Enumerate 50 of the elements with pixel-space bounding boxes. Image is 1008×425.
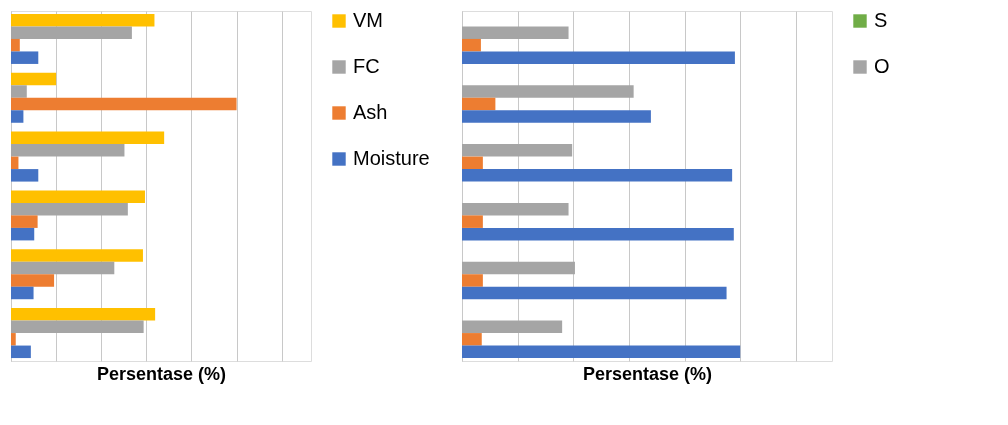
bar	[11, 261, 115, 275]
bar	[11, 97, 237, 111]
bar	[462, 274, 483, 287]
bar	[11, 144, 125, 157]
bar	[462, 38, 481, 52]
bar	[462, 227, 734, 241]
bar	[11, 38, 20, 52]
bar	[462, 320, 563, 334]
bar	[11, 26, 132, 39]
legend-label: VM	[353, 9, 383, 31]
bar	[11, 13, 155, 27]
x-axis-title: Persentase (%)	[96, 363, 227, 384]
bar	[11, 286, 34, 300]
bar	[11, 156, 19, 170]
bar	[462, 169, 733, 182]
bar	[462, 286, 727, 300]
x-axis-title: Persentase (%)	[582, 363, 713, 384]
bar	[462, 26, 569, 39]
bar	[462, 85, 634, 98]
legend-label: O	[874, 55, 890, 77]
bar	[11, 169, 39, 182]
bar	[11, 202, 128, 216]
bar	[462, 51, 735, 64]
bar	[11, 274, 55, 287]
bar	[462, 202, 569, 216]
bar	[11, 85, 27, 98]
bar	[462, 345, 741, 359]
legend-label: FC	[353, 55, 380, 77]
bar	[462, 261, 575, 275]
bar	[462, 215, 483, 228]
bar	[11, 227, 35, 241]
legend-label: Moisture	[353, 147, 430, 169]
bar	[462, 110, 651, 123]
bar	[11, 345, 31, 359]
bar	[462, 144, 573, 157]
bar	[11, 110, 24, 123]
bar	[11, 308, 156, 321]
bar	[462, 156, 483, 170]
legend-label: Ash	[353, 101, 388, 123]
bar	[11, 190, 145, 203]
bar	[11, 131, 165, 145]
bar	[462, 333, 482, 346]
bar	[11, 249, 143, 262]
bar	[462, 97, 496, 111]
bar	[11, 72, 57, 86]
bar	[11, 215, 38, 228]
bar	[11, 333, 16, 346]
bar	[11, 51, 39, 64]
bar	[11, 320, 144, 334]
legend-label: S	[874, 9, 888, 31]
